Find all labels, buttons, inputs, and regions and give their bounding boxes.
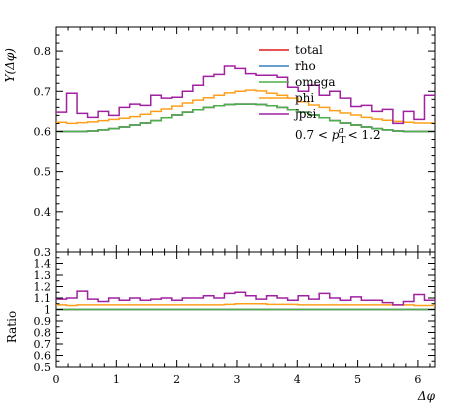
- x-tick-label: 4: [294, 373, 301, 386]
- annotation-suffix: < 1.2: [344, 128, 381, 142]
- main-y-tick-label: 0.3: [34, 246, 52, 259]
- legend-label-jpsi: jpsi: [293, 107, 317, 121]
- x-axis: 0 1 2 3 4 5 6: [53, 252, 431, 386]
- annotation-variable: p: [332, 128, 340, 142]
- annotation-superscript: a: [338, 126, 343, 136]
- x-axis-label: Δφ: [417, 389, 436, 403]
- ratio-y-tick-label: 1: [44, 304, 51, 317]
- ratio-axis-label: Ratio: [5, 311, 19, 343]
- ratio-line-phi: [56, 303, 435, 307]
- ratio-y-tick-label: 0.5: [34, 361, 52, 374]
- legend: total rho omega phi jpsi: [259, 43, 336, 121]
- ratio-series-group: [56, 290, 435, 311]
- series-line-jpsi: [56, 65, 435, 125]
- ratio-line-jpsi: [56, 290, 435, 306]
- ratio-y-tick-label: 0.9: [34, 315, 52, 328]
- ratio-y-tick-label: 1.2: [34, 281, 52, 294]
- legend-label-omega: omega: [295, 75, 336, 89]
- series-line-phi: [56, 89, 435, 125]
- main-y-tick-label: 0.4: [34, 206, 52, 219]
- annotation-prefix: 0.7 <: [295, 128, 332, 142]
- legend-label-rho: rho: [295, 59, 316, 73]
- main-panel: 0.3 0.4 0.5 0.6 0.7 0.8 Y(Δφ): [3, 26, 436, 259]
- main-series-group: [56, 65, 435, 133]
- x-tick-label: 1: [113, 373, 120, 386]
- x-tick-label: 0: [53, 373, 60, 386]
- legend-label-total: total: [295, 43, 323, 57]
- main-y-axis: 0.3 0.4 0.5 0.6 0.7 0.8: [34, 34, 435, 259]
- main-x-ticks: [55, 27, 431, 252]
- ratio-y-tick-label: 0.6: [34, 350, 52, 363]
- series-line-omega: [56, 103, 435, 133]
- ratio-y-axis: 0.50.60.70.80.911.11.21.31.4: [34, 251, 435, 374]
- x-tick-label: 5: [354, 373, 361, 386]
- main-y-tick-label: 0.5: [34, 166, 52, 179]
- annotation-subscript: T: [339, 136, 345, 146]
- ratio-y-tick-label: 0.7: [34, 338, 52, 351]
- main-y-tick-label: 0.7: [34, 85, 52, 98]
- y-axis-label: Y(Δφ): [3, 48, 17, 83]
- ratio-y-tick-label: 0.8: [34, 327, 52, 340]
- x-tick-label: 2: [173, 373, 180, 386]
- ratio-y-tick-label: 1.1: [34, 292, 52, 305]
- main-y-tick-label: 0.8: [34, 45, 52, 58]
- legend-label-phi: phi: [295, 91, 314, 105]
- x-tick-label: 6: [414, 373, 421, 386]
- pt-range-annotation: 0.7 < pTa < 1.2: [295, 126, 381, 146]
- x-tick-label: 3: [233, 373, 240, 386]
- ratio-y-tick-label: 1.4: [34, 258, 52, 271]
- ratio-y-tick-label: 1.3: [34, 269, 52, 282]
- main-y-tick-label: 0.6: [34, 125, 52, 138]
